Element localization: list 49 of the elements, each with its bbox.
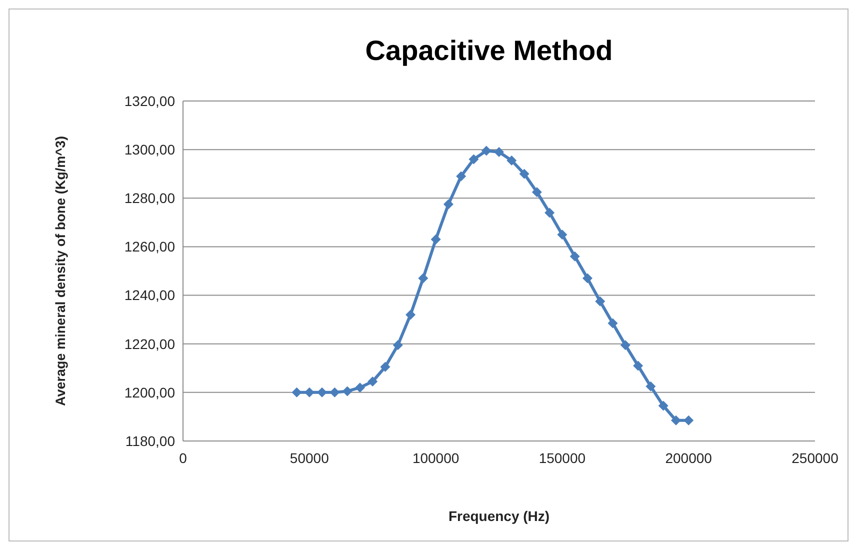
point [544,208,555,218]
point [570,251,580,262]
point [430,234,441,244]
point [595,296,606,306]
point [658,400,668,411]
point [330,387,340,398]
point [406,310,416,320]
y-tick-label: 1320,00 [124,92,176,109]
x-tick-label: 50000 [290,450,330,466]
point [582,273,592,284]
point [633,360,644,371]
y-tick-label: 1280,00 [124,190,176,206]
point [646,381,656,392]
point [418,273,428,284]
point [481,146,492,156]
point [557,230,568,240]
point [368,376,378,386]
y-tick-label: 1200,00 [124,384,176,400]
point [620,340,630,350]
point [506,156,517,166]
y-tick-label: 1220,00 [124,336,176,352]
x-axis-title: Frequency (Hz) [448,508,550,524]
y-tick-label: 1260,00 [124,238,176,255]
x-tick-label: 250000 [792,450,839,466]
x-tick-label: 200000 [665,450,712,466]
point [684,415,694,426]
point [608,318,618,328]
point [519,168,530,179]
x-tick-label: 100000 [412,450,460,466]
point [468,154,479,164]
point [380,362,390,372]
x-tick-label: 150000 [538,450,586,466]
point [494,147,504,157]
point [443,199,454,210]
x-tick-label: 0 [179,450,188,466]
chart-title: Capacitive Method [365,35,613,66]
point [456,171,466,182]
y-tick-label: 1240,00 [124,287,176,304]
point [342,386,352,396]
point [670,415,681,426]
point [317,387,328,398]
point [392,340,403,350]
y-tick-label: 1180,00 [125,432,176,449]
point [304,387,314,398]
point [292,387,302,398]
y-axis-title: Average mineral density of bone (Kg/m^3) [53,136,68,406]
point [354,382,365,393]
y-tick-label: 1300,00 [124,141,176,158]
point [532,187,542,198]
